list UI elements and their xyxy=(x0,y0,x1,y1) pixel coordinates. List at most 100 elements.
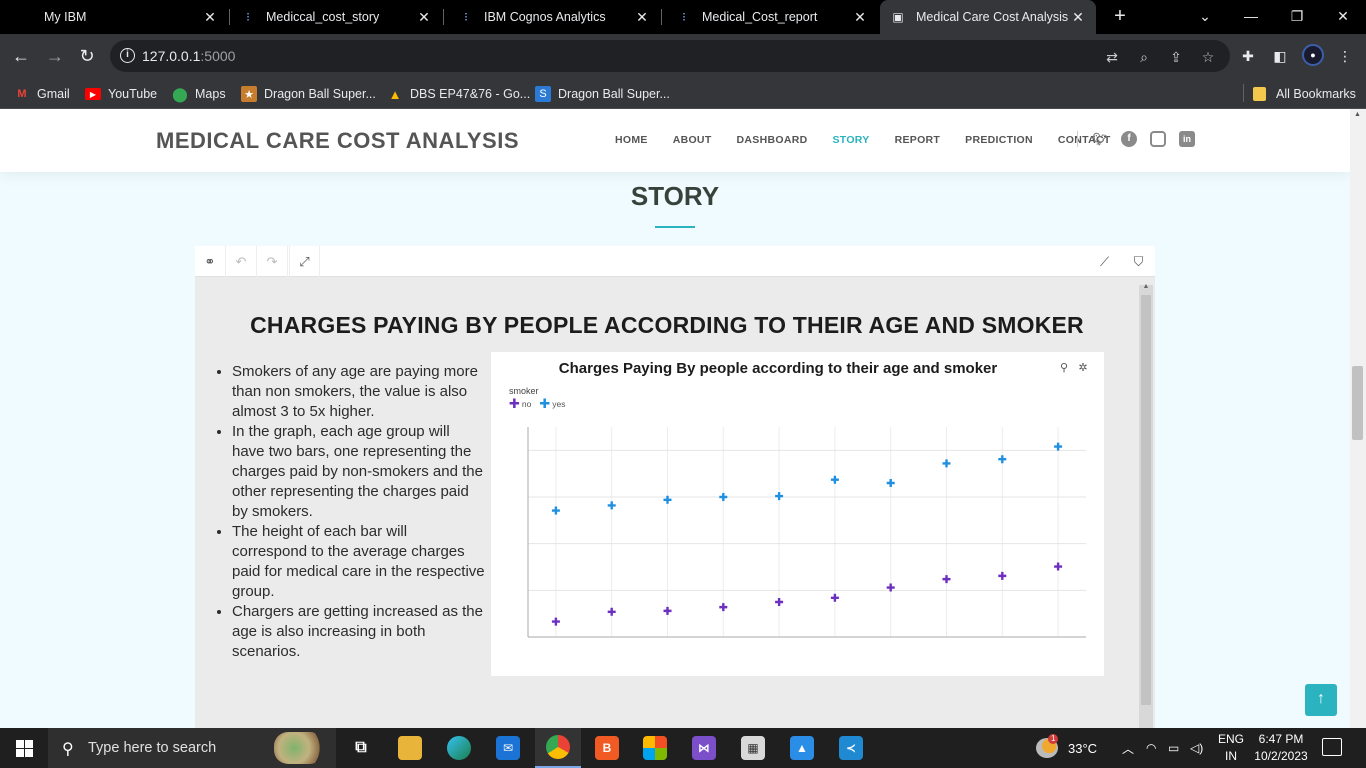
battery-icon[interactable]: ▭ xyxy=(1168,741,1180,755)
minimize-icon[interactable]: — xyxy=(1244,8,1258,24)
close-icon[interactable]: ✕ xyxy=(636,8,648,25)
chart-card[interactable]: Charges Paying By people according to th… xyxy=(491,352,1104,676)
data-point-yes[interactable] xyxy=(886,479,895,487)
data-point-yes[interactable] xyxy=(551,506,560,515)
scroll-up-icon[interactable]: ▲ xyxy=(1354,111,1361,118)
undo-icon[interactable]: ↶ xyxy=(226,246,257,277)
bookmark-dragon-ball-2[interactable]: S Dragon Ball Super... xyxy=(535,84,670,104)
photos-icon[interactable]: ▲ xyxy=(779,728,825,768)
visual-studio-icon[interactable]: ⋈ xyxy=(681,728,727,768)
language-indicator[interactable]: ENG IN xyxy=(1216,731,1246,765)
close-icon[interactable]: ✕ xyxy=(854,8,866,25)
data-point-no[interactable] xyxy=(830,593,839,602)
redo-icon[interactable]: ↷ xyxy=(257,246,288,277)
url-text[interactable]: 127.0.0.1:5000 xyxy=(142,48,236,64)
menu-icon[interactable]: ⋮ xyxy=(1338,48,1352,64)
facebook-icon[interactable]: f xyxy=(1121,131,1137,147)
nav-contact[interactable]: CONTACT xyxy=(1057,134,1111,146)
tab-medical-cost-story[interactable]: ⁝ Mediccal_cost_story ✕ xyxy=(230,0,442,34)
tab-my-ibm[interactable]: My IBM ✕ xyxy=(16,0,228,34)
data-point-yes[interactable] xyxy=(998,455,1007,464)
tab-medical-cost-report[interactable]: ⁝ Medical_Cost_report ✕ xyxy=(666,0,878,34)
forward-icon[interactable]: → xyxy=(46,46,64,66)
start-button[interactable] xyxy=(0,728,48,768)
data-point-no[interactable] xyxy=(775,598,784,606)
vscode-icon[interactable]: ≺ xyxy=(828,728,874,768)
taskbar-clock[interactable]: 6:47 PM 10/2/2023 xyxy=(1252,731,1310,765)
data-point-yes[interactable] xyxy=(607,501,616,510)
insights-icon[interactable]: ⟋ xyxy=(1099,254,1110,269)
bookmark-gmail[interactable]: M Gmail xyxy=(14,84,69,104)
notification-icon[interactable] xyxy=(1322,738,1342,756)
tab-medical-care-cost-analysis[interactable]: ▣ Medical Care Cost Analysis ✕ xyxy=(880,0,1096,34)
page-scrollbar-thumb[interactable] xyxy=(1352,366,1363,440)
chrome-icon[interactable] xyxy=(535,728,581,768)
address-bar[interactable]: i 127.0.0.1:5000 ⇄ ⌕ ⇪ ☆ xyxy=(110,40,1230,72)
close-icon[interactable]: ✕ xyxy=(204,8,216,25)
data-point-no[interactable] xyxy=(886,583,895,592)
data-point-no[interactable] xyxy=(942,575,951,584)
instagram-icon[interactable] xyxy=(1150,131,1166,147)
scroll-up-icon[interactable]: ▲ xyxy=(1142,283,1150,290)
edge-icon[interactable] xyxy=(436,728,482,768)
data-point-yes[interactable] xyxy=(830,475,839,484)
data-point-yes[interactable] xyxy=(775,492,784,501)
twitter-icon[interactable]: 🐦︎ xyxy=(1092,132,1108,146)
data-point-no[interactable] xyxy=(998,571,1007,580)
data-point-no[interactable] xyxy=(663,606,672,615)
photo-viewer-icon[interactable]: ▦ xyxy=(730,728,776,768)
settings-icon[interactable]: ✲ xyxy=(1078,362,1088,374)
site-info-icon[interactable]: i xyxy=(120,48,135,63)
side-panel-icon[interactable]: ◧ xyxy=(1273,48,1287,64)
bookmark-dbs-ep[interactable]: ▲ DBS EP47&76 - Go... xyxy=(387,84,531,104)
brave-icon[interactable]: B xyxy=(584,728,630,768)
close-icon[interactable]: ✕ xyxy=(418,8,430,25)
legend-item-no[interactable]: ✚ no xyxy=(509,397,531,410)
data-point-no[interactable] xyxy=(607,607,616,616)
data-point-yes[interactable] xyxy=(942,459,951,468)
nav-about[interactable]: ABOUT xyxy=(672,134,712,146)
share-icon[interactable]: ⚭ xyxy=(195,246,226,277)
window-close-icon[interactable]: ✕ xyxy=(1337,8,1349,24)
nav-dashboard[interactable]: DASHBOARD xyxy=(736,134,808,146)
data-point-no[interactable] xyxy=(1054,562,1063,571)
lightbulb-icon[interactable]: ⚲ xyxy=(1059,362,1069,374)
linkedin-icon[interactable]: in xyxy=(1179,131,1195,147)
tab-ibm-cognos[interactable]: ⁝ IBM Cognos Analytics ✕ xyxy=(448,0,660,34)
file-explorer-icon[interactable] xyxy=(387,728,433,768)
zoom-icon[interactable]: ⌕ xyxy=(1140,49,1148,65)
data-point-yes[interactable] xyxy=(663,495,672,504)
taskbar-search[interactable]: ⚲ Type here to search xyxy=(48,728,336,768)
nav-story[interactable]: STORY xyxy=(832,134,870,146)
data-point-no[interactable] xyxy=(551,617,560,626)
reload-icon[interactable]: ↻ xyxy=(79,46,95,66)
close-icon[interactable]: ✕ xyxy=(1072,8,1084,25)
bookmark-maps[interactable]: ⬤ Maps xyxy=(172,84,225,104)
volume-icon[interactable]: ◁) xyxy=(1190,741,1204,755)
profile-avatar[interactable]: ● xyxy=(1302,44,1324,66)
new-tab-button[interactable]: + xyxy=(1114,5,1126,27)
translate-icon[interactable]: ⇄ xyxy=(1106,49,1118,65)
data-point-no[interactable] xyxy=(719,603,728,612)
mail-icon[interactable]: ✉ xyxy=(485,728,531,768)
nav-report[interactable]: REPORT xyxy=(894,134,941,146)
bookmark-dragon-ball-1[interactable]: ★ Dragon Ball Super... xyxy=(241,84,376,104)
nav-prediction[interactable]: PREDICTION xyxy=(965,134,1033,146)
weather-widget[interactable]: 1 33°C xyxy=(1036,728,1097,768)
data-point-yes[interactable] xyxy=(719,493,728,501)
tab-search-icon[interactable]: ⌄ xyxy=(1199,8,1211,24)
extensions-icon[interactable]: ✚ xyxy=(1242,48,1254,64)
all-bookmarks[interactable]: All Bookmarks xyxy=(1253,84,1356,104)
restore-icon[interactable]: ❐ xyxy=(1290,8,1304,24)
site-logo[interactable]: MEDICAL CARE COST ANALYSIS xyxy=(156,128,520,153)
nav-home[interactable]: HOME xyxy=(615,134,648,146)
bookmark-youtube[interactable]: ▶ YouTube xyxy=(85,84,157,104)
bookmark-star-icon[interactable]: ☆ xyxy=(1201,49,1215,65)
filter-icon[interactable]: ⛉ xyxy=(1133,254,1144,269)
share-icon[interactable]: ⇪ xyxy=(1170,49,1182,65)
back-icon[interactable]: ← xyxy=(12,46,30,66)
show-hidden-icons[interactable]: ︿ xyxy=(1122,741,1135,756)
task-view-icon[interactable]: ⧉ xyxy=(355,739,367,756)
network-icon[interactable]: ◠ xyxy=(1146,741,1157,755)
story-scrollbar-thumb[interactable] xyxy=(1141,295,1151,705)
